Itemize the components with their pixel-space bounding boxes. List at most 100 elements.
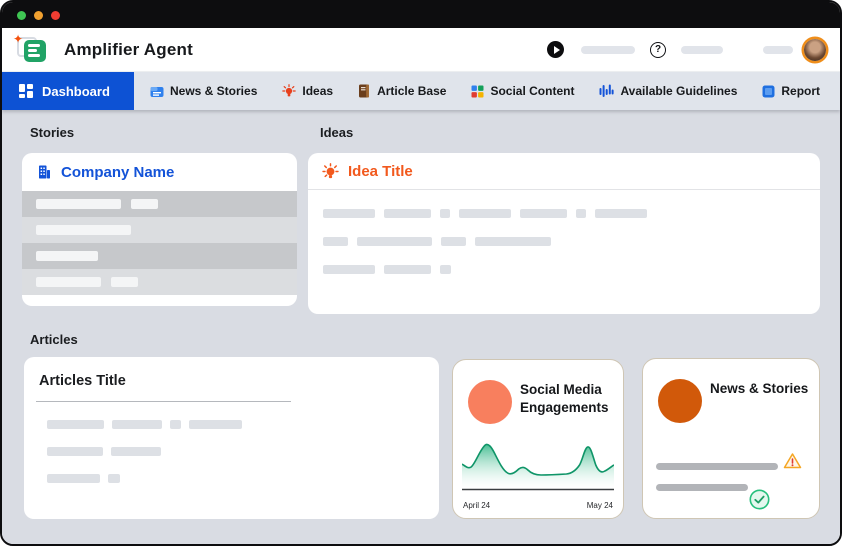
play-icon[interactable] [547,41,564,58]
report-icon [762,85,775,97]
articles-card[interactable]: Articles Title [24,357,439,519]
social-widget-title: Social Media Engagements [520,382,609,415]
engagement-area-chart [462,439,614,495]
placeholder-bar [440,209,450,218]
idea-title-link[interactable]: Idea Title [348,162,413,180]
logo-document-icon [24,39,46,62]
placeholder-bar [475,237,551,246]
book-icon [359,84,370,98]
nav-item-news-stories[interactable]: News & Stories [150,84,257,98]
header-placeholder-pill [681,45,723,54]
nav-item-ideas[interactable]: Ideas [282,84,333,98]
company-name-link[interactable]: Company Name [61,163,175,181]
traffic-light-red[interactable] [51,10,60,20]
news-stories-widget[interactable]: News & Stories [642,358,820,519]
idea-text-skeleton-row [308,265,820,274]
header-placeholder-pill [763,45,793,54]
tab-dashboard-label: Dashboard [42,83,110,99]
placeholder-bar [47,474,100,483]
ideas-card[interactable]: Idea Title [308,153,820,314]
nav-items: News & Stories Ideas [150,72,820,110]
app-header: ✦ Amplifier Agent ? [2,28,840,72]
placeholder-bar [36,277,101,287]
placeholder-bar [384,209,431,218]
placeholder-bar [112,420,162,429]
placeholder-bar [384,265,431,274]
user-avatar[interactable] [804,38,826,61]
placeholder-bar [323,209,375,218]
news-folder-icon [150,86,164,97]
check-circle-icon [749,489,770,515]
placeholder-bar [108,474,120,483]
nav-item-label: Ideas [302,84,334,98]
placeholder-bar [595,209,647,218]
section-label-ideas: Ideas [320,125,354,140]
nav-item-label: Report [781,84,821,98]
section-label-stories: Stories [30,125,75,140]
placeholder-bar [440,265,451,274]
placeholder-bar [111,277,138,287]
article-text-skeleton-row [24,420,439,429]
idea-text-skeleton-row [308,237,820,246]
news-widget-title: News & Stories [710,381,809,396]
placeholder-bar [111,447,161,456]
nav-item-report[interactable]: Report [762,84,820,98]
placeholder-bar [357,237,432,246]
sparkle-icon: ✦ [13,31,24,46]
building-icon [39,165,50,179]
news-item-placeholder-bar [656,484,748,491]
nav-item-label: News & Stories [170,84,258,98]
tab-dashboard[interactable]: Dashboard [2,72,134,110]
divider [36,401,291,402]
section-label-articles: Articles [30,332,78,347]
stories-card-header: Company Name [22,153,297,191]
placeholder-bar [36,251,98,261]
idea-text-skeleton-row [308,209,820,218]
dashboard-grid-icon [19,84,33,98]
nav-item-article-base[interactable]: Article Base [358,84,446,98]
traffic-light-green[interactable] [17,10,26,20]
placeholder-bar [576,209,586,218]
news-item-placeholder-bar [656,463,778,470]
placeholder-bar [47,420,104,429]
placeholder-bar [441,237,466,246]
placeholder-bar [131,199,158,209]
story-row[interactable] [22,217,297,243]
nav-item-available-guidelines[interactable]: Available Guidelines [599,84,737,98]
story-row[interactable] [22,243,297,269]
nav-item-social-content[interactable]: Social Content [471,84,574,98]
dashboard-main: Stories Ideas Articles Company Name [2,110,840,544]
header-actions: ? [547,38,826,61]
stories-card[interactable]: Company Name [22,153,297,306]
nav-item-label: Social Content [490,84,575,98]
app-logo-icon: ✦ [13,31,50,66]
nav-item-label: Article Base [377,84,447,98]
placeholder-bar [170,420,181,429]
placeholder-bar [323,237,348,246]
idea-bulb-icon [282,84,297,97]
warning-icon [783,452,802,475]
lightbulb-icon [322,162,339,178]
main-navigation: Dashboard News & Stories [2,72,840,110]
placeholder-bar [36,225,131,235]
x-label-end: May 24 [586,501,613,510]
ideas-card-header: Idea Title [308,153,820,190]
social-grid-icon [471,85,484,97]
header-placeholder-pill [581,45,635,54]
article-text-skeleton-row [24,474,439,483]
story-row[interactable] [22,191,297,217]
story-row[interactable] [22,269,297,295]
placeholder-bar [189,420,242,429]
placeholder-bar [36,199,121,209]
window-titlebar [2,2,840,28]
traffic-light-orange[interactable] [34,10,43,20]
social-media-engagements-widget[interactable]: Social Media Engagements April 24 [452,359,624,519]
placeholder-bar [47,447,103,456]
nav-item-label: Available Guidelines [620,84,738,98]
app-title: Amplifier Agent [64,39,193,59]
article-text-skeleton-row [24,447,439,456]
placeholder-bar [323,265,375,274]
waveform-icon [599,84,615,97]
help-icon[interactable]: ? [650,41,666,58]
